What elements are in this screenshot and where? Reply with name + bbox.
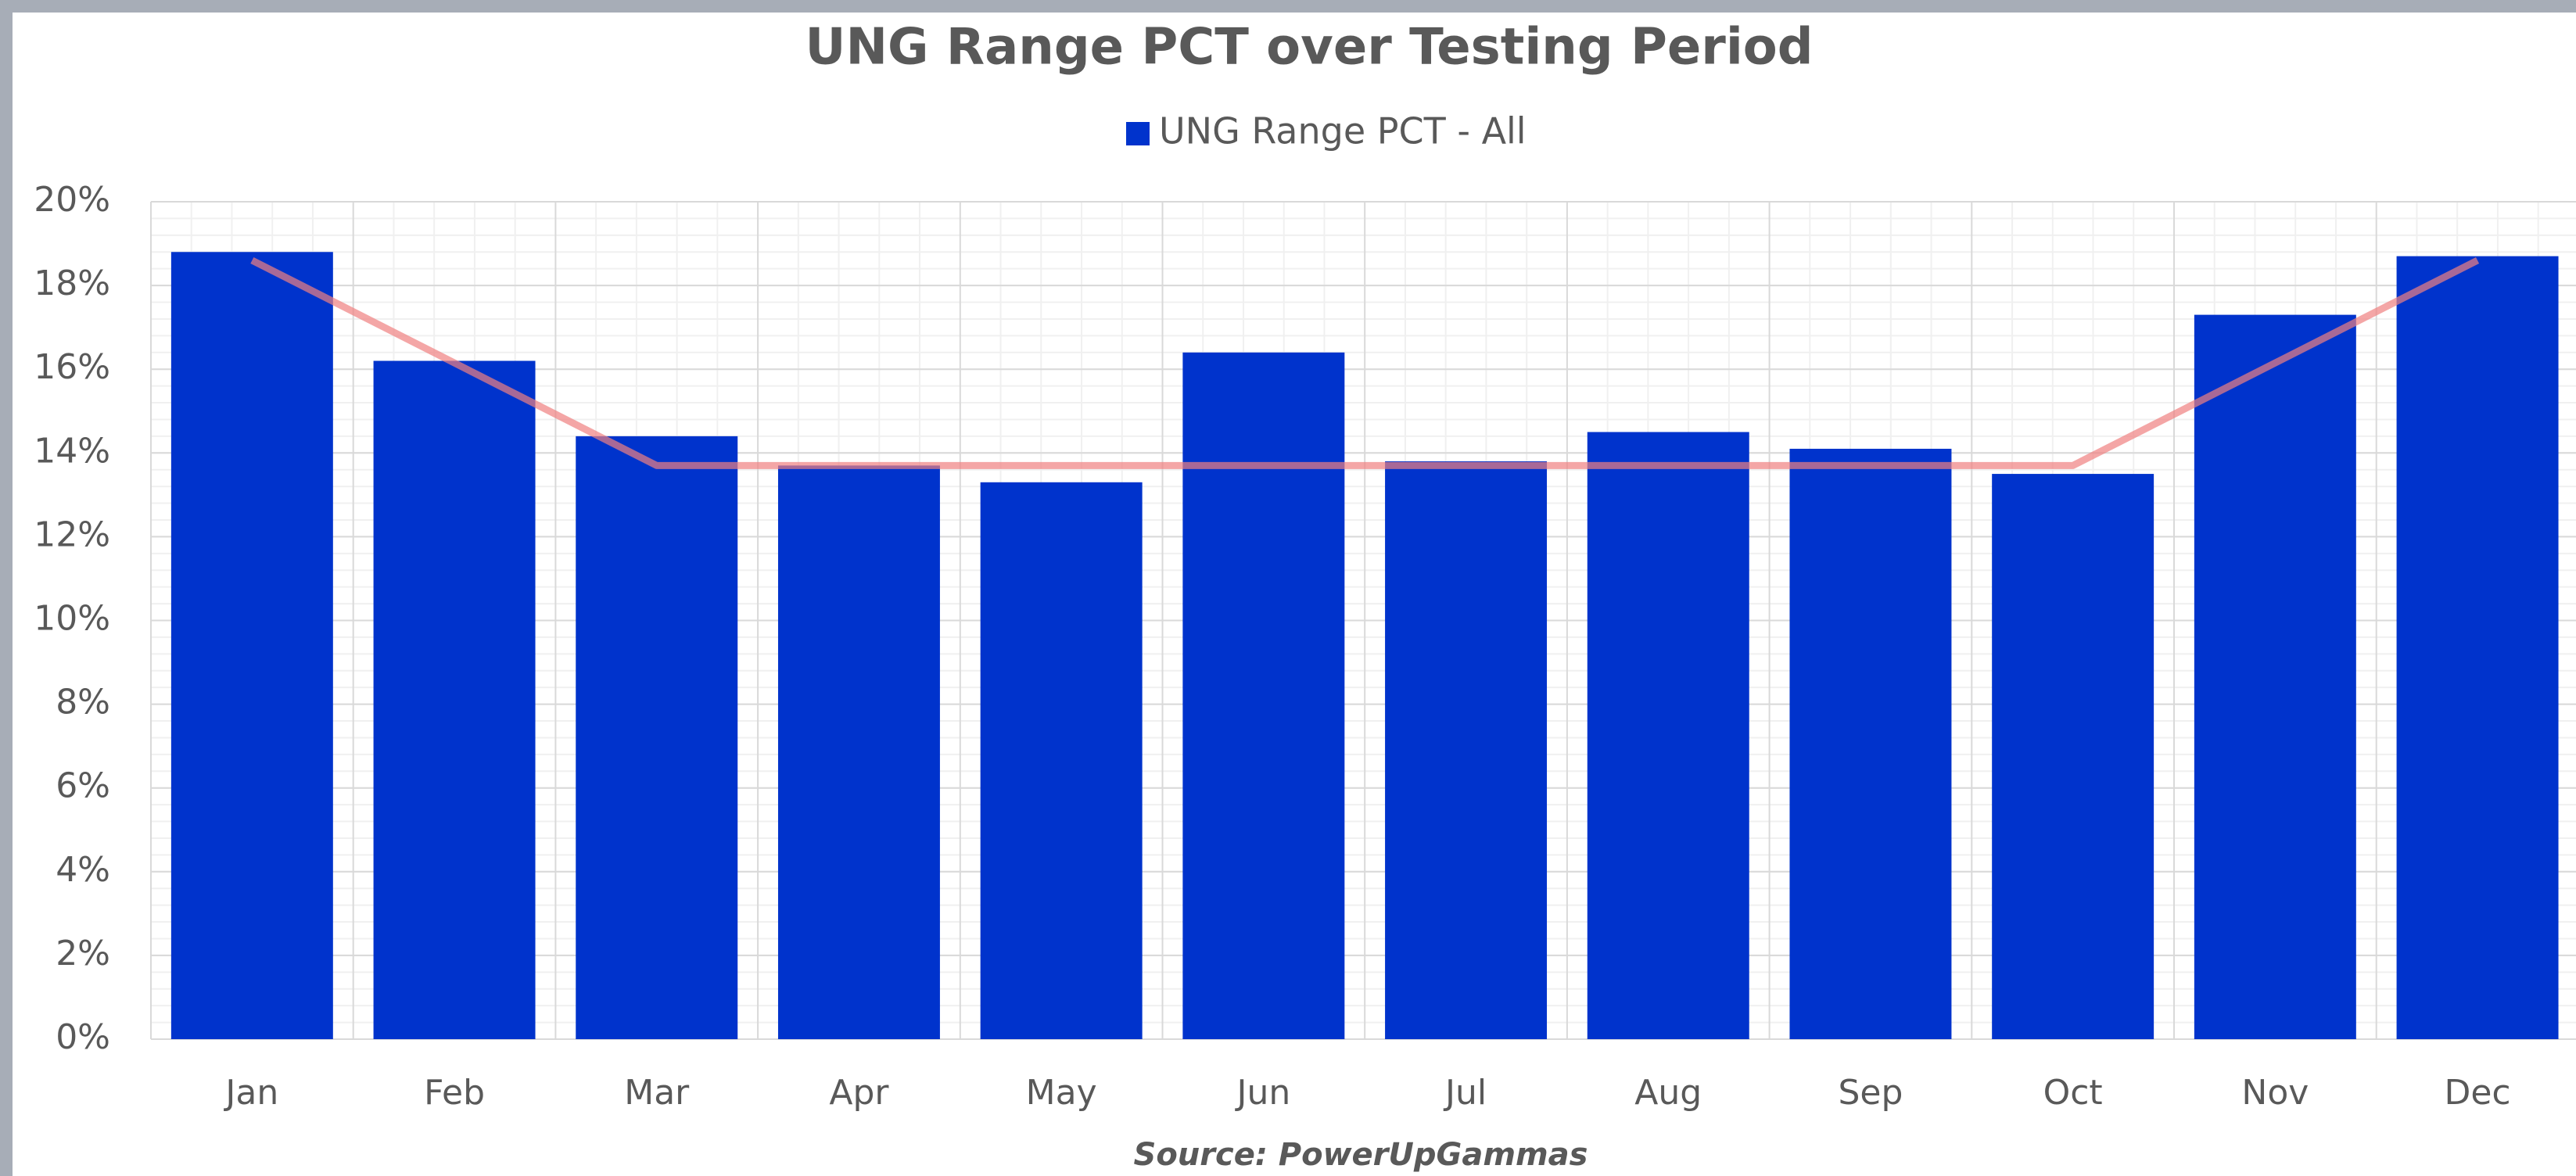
legend: UNG Range PCT - All — [1126, 110, 1527, 152]
y-tick-label: 10% — [34, 599, 110, 639]
y-tick-label: 2% — [56, 934, 110, 973]
y-tick-label: 18% — [34, 264, 110, 303]
x-tick-label: May — [1026, 1073, 1097, 1113]
x-tick-label: Apr — [829, 1073, 889, 1113]
bar — [777, 465, 940, 1039]
bar — [1992, 474, 2154, 1039]
bar — [2194, 314, 2356, 1040]
y-tick-label: 14% — [34, 431, 110, 471]
bar — [1587, 432, 1749, 1039]
bar — [373, 360, 536, 1039]
trend-line — [250, 256, 2480, 469]
legend-swatch — [1126, 122, 1150, 145]
y-tick-label: 20% — [34, 180, 110, 220]
x-tick-label: Dec — [2444, 1073, 2510, 1113]
chart-title: UNG Range PCT over Testing Period — [805, 19, 1813, 77]
y-tick-label: 4% — [56, 850, 110, 890]
bar — [576, 436, 738, 1039]
x-tick-label: Sep — [1838, 1073, 1903, 1113]
x-tick-label: Oct — [2043, 1073, 2103, 1113]
y-tick-label: 16% — [34, 347, 110, 387]
x-tick-label: Feb — [424, 1073, 485, 1113]
bar — [1182, 352, 1345, 1039]
bar — [1385, 461, 1548, 1039]
x-tick-label: Jun — [1234, 1073, 1290, 1113]
y-tick-label: 8% — [56, 683, 110, 722]
x-tick-label: Nov — [2241, 1073, 2309, 1113]
bar — [980, 482, 1143, 1039]
x-tick-label: Jul — [1443, 1073, 1487, 1113]
x-tick-label: Mar — [624, 1073, 690, 1113]
x-tick-label: Aug — [1634, 1073, 1702, 1113]
source-note: Source: PowerUpGammas — [1134, 1137, 1588, 1173]
bar — [170, 252, 333, 1039]
y-tick-label: 6% — [56, 766, 110, 806]
bar — [1789, 448, 1952, 1039]
x-tick-label: Jan — [223, 1073, 278, 1113]
y-tick-label: 12% — [34, 514, 110, 554]
legend-label: UNG Range PCT - All — [1159, 110, 1527, 152]
bar — [2396, 256, 2559, 1039]
y-tick-label: 0% — [56, 1017, 110, 1057]
